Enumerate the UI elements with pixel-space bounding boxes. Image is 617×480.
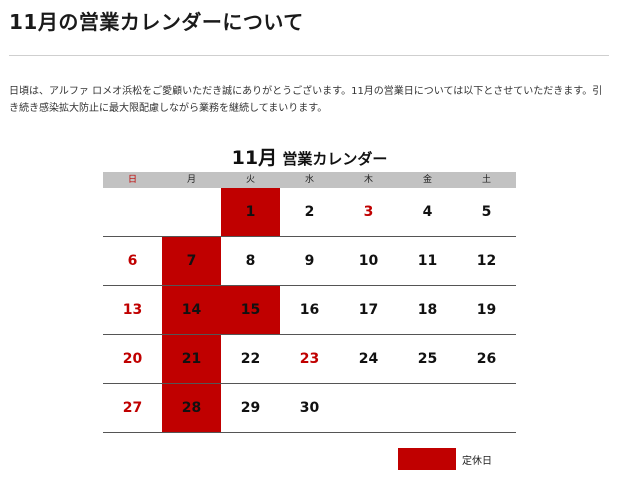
- calendar-day: 25: [398, 335, 457, 384]
- calendar-day: 2: [280, 188, 339, 237]
- intro-text: 日頃は、アルファ ロメオ浜松をご愛顧いただき誠にありがとうございます。11月の営…: [9, 86, 603, 114]
- calendar-day: 29: [221, 384, 280, 433]
- calendar-day: 30: [280, 384, 339, 433]
- calendar-day: 28: [162, 384, 221, 433]
- calendar-legend: 定休日: [398, 448, 492, 470]
- calendar-day: 20: [103, 335, 162, 384]
- calendar-day: 9: [280, 237, 339, 286]
- weekday-label: 月: [186, 175, 196, 185]
- calendar-empty-cell: [103, 188, 162, 237]
- legend-closed-swatch: [398, 448, 456, 470]
- calendar-day: 12: [457, 237, 516, 286]
- calendar-day: 14: [162, 286, 221, 335]
- calendar-day: 26: [457, 335, 516, 384]
- calendar-title: 11月 営業カレンダー: [103, 143, 516, 170]
- calendar-day: 4: [398, 188, 457, 237]
- calendar-empty-cell: [162, 188, 221, 237]
- calendar-day: 23: [280, 335, 339, 384]
- weekday-label: 水: [304, 175, 314, 185]
- calendar-empty-cell: [457, 384, 516, 433]
- calendar-day: 5: [457, 188, 516, 237]
- weekday-label: 土: [481, 175, 491, 185]
- calendar-day: 16: [280, 286, 339, 335]
- weekday-label: 日: [127, 175, 137, 185]
- calendar-title-month: 11月: [231, 147, 278, 169]
- calendar-day: 8: [221, 237, 280, 286]
- calendar-day: 11: [398, 237, 457, 286]
- calendar-empty-cell: [339, 384, 398, 433]
- legend-label: 定休日: [462, 455, 492, 467]
- calendar-day: 1: [221, 188, 280, 237]
- calendar-day: 24: [339, 335, 398, 384]
- calendar-grid: 1 2 3 4 5 6 7 8 9 10 11 12 13 14 15 16 17 18 19 20 21 22 23 24 2…: [103, 188, 516, 433]
- weekday-label: 金: [422, 175, 432, 185]
- calendar-day: 17: [339, 286, 398, 335]
- calendar-day: 22: [221, 335, 280, 384]
- calendar-weekday-header: 日月火水木金土: [103, 172, 516, 188]
- calendar-day: 13: [103, 286, 162, 335]
- page-title: 11月の営業カレンダーについて: [9, 10, 304, 34]
- calendar-day: 7: [162, 237, 221, 286]
- calendar-day: 21: [162, 335, 221, 384]
- calendar-title-text: 営業カレンダー: [282, 150, 388, 168]
- calendar-day: 6: [103, 237, 162, 286]
- weekday-label: 木: [363, 175, 373, 185]
- calendar-day: 15: [221, 286, 280, 335]
- calendar-day: 10: [339, 237, 398, 286]
- calendar-day: 3: [339, 188, 398, 237]
- calendar-day: 18: [398, 286, 457, 335]
- calendar-empty-cell: [398, 384, 457, 433]
- weekday-label: 火: [245, 175, 255, 185]
- calendar-day: 27: [103, 384, 162, 433]
- title-divider: [9, 55, 609, 56]
- calendar-day: 19: [457, 286, 516, 335]
